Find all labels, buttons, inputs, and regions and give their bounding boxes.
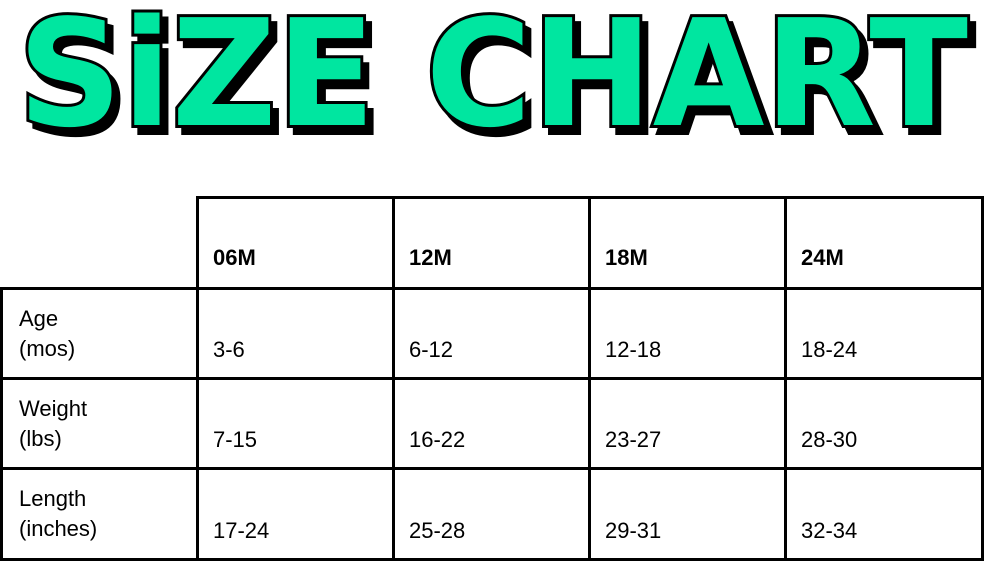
row-label: Age (mos) <box>0 287 199 380</box>
row-label-label-line1: Length <box>19 486 87 511</box>
size-chart-title: SiZE CHART <box>15 0 971 163</box>
row-label: Weight (lbs) <box>0 377 199 470</box>
table-cell: 3-6 <box>196 287 395 380</box>
table-cell: 23-27 <box>588 377 787 470</box>
row-label-label-line1: Weight <box>19 396 88 421</box>
column-header: 12M <box>392 196 591 290</box>
row-label: Length (inches) <box>0 467 199 561</box>
row-label-label-line2: (mos) <box>19 336 76 361</box>
table-cell: 16-22 <box>392 377 591 470</box>
column-header: 24M <box>784 196 984 290</box>
table-cell: 18-24 <box>784 287 984 380</box>
row-label-label-line2: (lbs) <box>19 426 62 451</box>
column-header: 18M <box>588 196 787 290</box>
table-cell: 12-18 <box>588 287 787 380</box>
table-cell: 17-24 <box>196 467 395 561</box>
column-header: 06M <box>196 196 395 290</box>
table-cell: 7-15 <box>196 377 395 470</box>
table-cell: 25-28 <box>392 467 591 561</box>
row-label-label-line1: Age <box>19 306 59 331</box>
row-label-label-line2: (inches) <box>19 516 98 541</box>
title-text: SiZE CHART <box>18 0 968 160</box>
table-cell: 29-31 <box>588 467 787 561</box>
table-cell: 28-30 <box>784 377 984 470</box>
table-cell: 32-34 <box>784 467 984 561</box>
table-cell: 6-12 <box>392 287 591 380</box>
